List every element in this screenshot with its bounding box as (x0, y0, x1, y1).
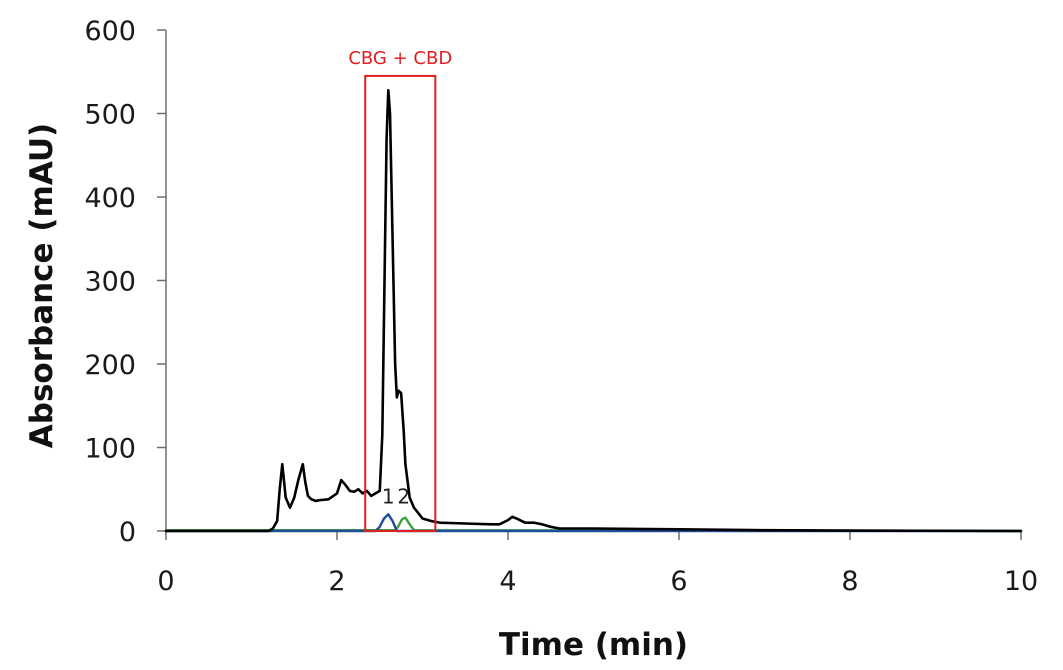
y-tick-label: 0 (119, 517, 136, 548)
x-tick-label: 2 (328, 566, 345, 597)
x-tick-label: 6 (670, 566, 687, 597)
y-tick-label: 400 (84, 183, 136, 214)
x-tick-label: 4 (499, 566, 516, 597)
x-tick-label: 10 (1004, 566, 1038, 597)
y-tick-label: 600 (84, 16, 136, 47)
cbg-cbd-highlight-box (364, 74, 437, 533)
highlight-region: CBG + CBD (348, 48, 452, 533)
x-axis-title: Time (min) (499, 627, 688, 663)
y-tick-label: 500 (84, 100, 136, 131)
y-tick-label: 100 (84, 434, 136, 465)
peak-label-1: 1 (382, 484, 395, 508)
y-axis-title: Absorbance (mAU) (24, 123, 60, 448)
chromatogram-line (164, 88, 1023, 533)
x-tick-label: 8 (841, 566, 858, 597)
series-lines (164, 88, 1023, 533)
y-tick-label: 200 (84, 350, 136, 381)
axis-ticks: 0 100 200 300 400 500 600 0 2 4 6 8 10 (84, 16, 1038, 597)
x-tick-label: 0 (157, 566, 174, 597)
peak-label-2: 2 (397, 484, 410, 508)
y-tick-label: 300 (84, 267, 136, 298)
cbg-cbd-label: CBG + CBD (348, 48, 452, 69)
